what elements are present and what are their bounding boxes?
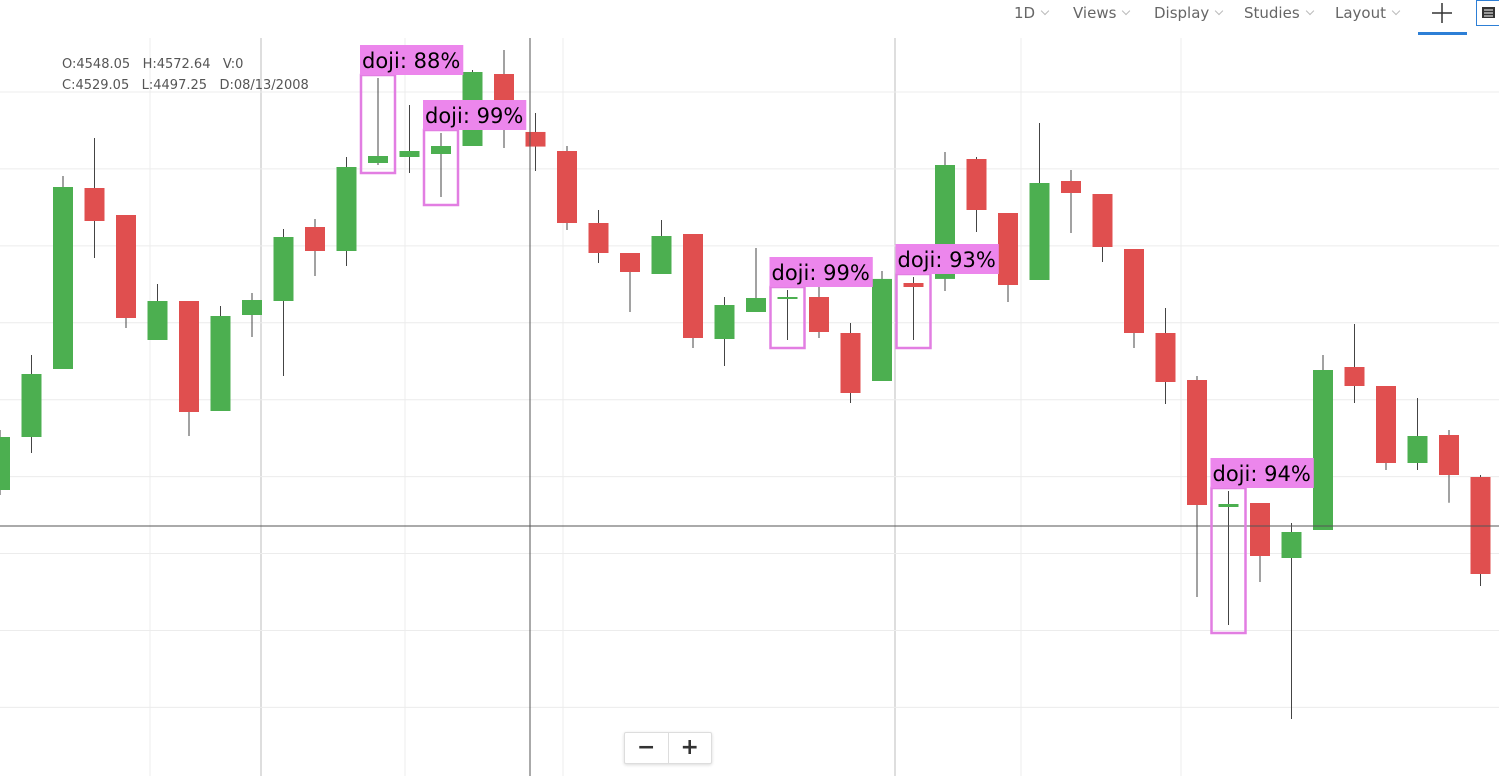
crosshair-icon: [1432, 3, 1452, 23]
readout-label: H:: [142, 57, 157, 72]
pattern-tag: doji: 94%: [1210, 458, 1314, 488]
candle-body: [21, 374, 42, 437]
crosshair: [0, 38, 1499, 776]
candle-body: [1187, 380, 1207, 505]
candle-body: [903, 283, 924, 287]
candle-body: [525, 131, 546, 147]
zoom-in[interactable]: +: [680, 735, 699, 760]
candle-body: [1061, 181, 1081, 193]
pattern-label: doji: 93%: [898, 248, 996, 272]
candle-body: [116, 215, 136, 318]
candle-body: [399, 151, 420, 157]
candle-body: [588, 223, 609, 253]
candle-body: [998, 213, 1018, 285]
candle-body: [557, 151, 577, 223]
candle-body: [368, 156, 388, 163]
menu-icon: [1482, 7, 1495, 18]
candle-body: [1155, 333, 1176, 382]
candle-body: [1313, 370, 1333, 530]
readout-label: D:: [219, 78, 234, 93]
vertical-grid: [149, 38, 1182, 776]
candle-body: [809, 297, 829, 332]
pattern-tag: doji: 99%: [423, 100, 527, 130]
pattern-label: doji: 99%: [425, 104, 523, 128]
readout-label: C:: [62, 78, 76, 93]
candle-body: [1092, 194, 1113, 247]
candle-body: [1344, 367, 1365, 386]
candle-body: [84, 188, 105, 221]
pattern-tag: doji: 88%: [360, 45, 464, 75]
candle-body: [147, 301, 168, 340]
pattern-label-bg: [895, 244, 999, 274]
candle-body: [242, 300, 262, 315]
pattern-label-bg: [1210, 458, 1314, 488]
readout-label: V:: [222, 57, 236, 72]
candle-body: [1124, 249, 1144, 333]
candle-body: [1439, 435, 1459, 475]
toolbar-menu[interactable]: 1D: [1014, 4, 1048, 22]
period-separator: [260, 38, 896, 776]
candle-body: [1376, 386, 1396, 463]
pattern-tag: doji: 93%: [895, 244, 999, 274]
readout-label: L:: [141, 78, 154, 93]
toolbar-menu[interactable]: Display: [1154, 4, 1222, 22]
candle-body: [872, 278, 892, 381]
candle-body: [714, 305, 735, 339]
candle-body: [1218, 504, 1239, 507]
toolbar-menu[interactable]: Studies: [1244, 4, 1313, 22]
candle-body: [431, 146, 451, 154]
candle-body: [651, 236, 672, 274]
toolbar: 1D Views Display Studies Layout: [0, 0, 1499, 38]
readout-label: O:: [62, 57, 77, 72]
pattern-label: doji: 88%: [362, 49, 460, 73]
menu-button[interactable]: [1476, 0, 1499, 26]
pattern-tag: doji: 99%: [769, 257, 873, 287]
candle-body: [746, 298, 766, 312]
candle-body: [53, 187, 73, 369]
readout-value: 4572.64: [156, 57, 211, 72]
candle-body: [1281, 532, 1302, 558]
candle-body: [966, 159, 987, 210]
candle-body: [0, 437, 10, 490]
zoom-control: − +: [624, 732, 712, 764]
candle-body: [336, 167, 357, 251]
readout-value: 0: [235, 57, 244, 72]
candle-body: [179, 301, 199, 412]
pattern-label: doji: 94%: [1213, 462, 1311, 486]
crosshair-button[interactable]: [1418, 0, 1467, 35]
candle-body: [777, 297, 798, 299]
ohlc-readout: O:4548.05 H:4572.64 V:0 C:4529.05 L:4497…: [62, 54, 309, 96]
candle-body: [683, 234, 703, 338]
candle-body: [273, 237, 294, 301]
pattern-label-bg: [769, 257, 873, 287]
pattern-label-bg: [360, 45, 464, 75]
readout-value: 4497.25: [153, 78, 208, 93]
candle-body: [1407, 436, 1428, 463]
candle-body: [620, 253, 640, 272]
zoom-out[interactable]: −: [625, 733, 669, 763]
readout-value: 4548.05: [76, 57, 131, 72]
candle-body: [840, 333, 861, 393]
candle-body: [210, 316, 231, 411]
pattern-label: doji: 99%: [772, 261, 870, 285]
candle-body: [1250, 503, 1270, 556]
candle-body: [1029, 183, 1050, 280]
toolbar-menu[interactable]: Layout: [1335, 4, 1399, 22]
toolbar-menu[interactable]: Views: [1073, 4, 1129, 22]
readout-value: 08/13/2008: [233, 78, 309, 93]
pattern-label-bg: [423, 100, 527, 130]
readout-value: 4529.05: [75, 78, 130, 93]
candle-body: [305, 227, 325, 251]
